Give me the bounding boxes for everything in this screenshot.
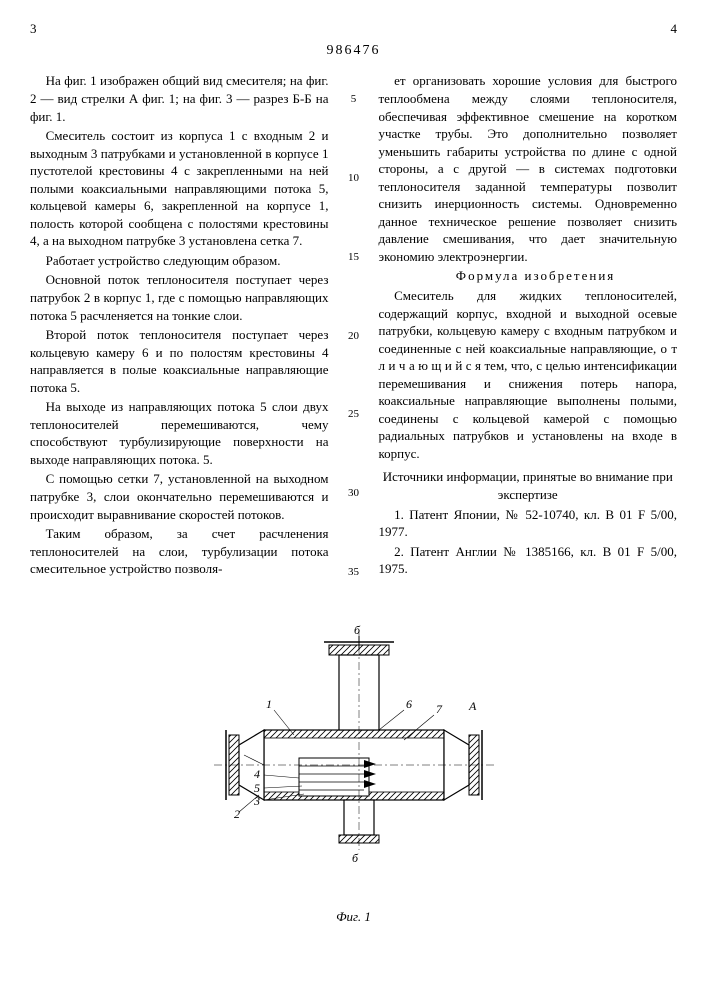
line-num: 15: [345, 250, 363, 265]
para: На фиг. 1 изображен общий вид смесителя;…: [30, 72, 329, 125]
source-item: 2. Патент Англии № 1385166, кл. B 01 F 5…: [379, 543, 678, 578]
line-num: 30: [345, 486, 363, 501]
callout: 6: [406, 697, 412, 711]
page-number-row: 3 4: [30, 20, 677, 38]
line-num: 20: [345, 329, 363, 344]
sources-block: Источники информации, принятые во вниман…: [379, 468, 678, 577]
para: Основной поток теплоносителя поступает ч…: [30, 271, 329, 324]
callout: 5: [254, 781, 260, 795]
left-column: На фиг. 1 изображен общий вид смесителя;…: [30, 72, 329, 579]
callout: 3: [253, 794, 260, 808]
line-num: 10: [345, 171, 363, 186]
line-num: 35: [345, 565, 363, 580]
para: Работает устройство следующим образом.: [30, 252, 329, 270]
page-right: 4: [671, 20, 678, 38]
line-num: 25: [345, 407, 363, 422]
callout: 4: [254, 767, 260, 781]
sources-title: Источники информации, принятые во вниман…: [379, 468, 678, 503]
para: Второй поток теплоносителя поступает чер…: [30, 326, 329, 396]
para: С помощью сетки 7, установленной на выхо…: [30, 470, 329, 523]
right-column: ет организовать хорошие условия для быст…: [379, 72, 678, 579]
para: На выходе из направляющих потока 5 слои …: [30, 398, 329, 468]
figure-area: б б 1 2 4 5 3 6 7 А Фиг. 1: [30, 600, 677, 926]
para: Смеситель для жидких теплоносителей, сод…: [379, 287, 678, 462]
figure-label: Фиг. 1: [30, 908, 677, 926]
para: Таким образом, за счет расчленения тепло…: [30, 525, 329, 578]
formula-title: Формула изобретения: [379, 267, 678, 285]
line-num: 5: [345, 92, 363, 107]
page-left: 3: [30, 20, 37, 38]
source-item: 1. Патент Японии, № 52-10740, кл. B 01 F…: [379, 506, 678, 541]
patent-number: 986476: [30, 42, 677, 61]
para: Смеситель состоит из корпуса 1 с входным…: [30, 127, 329, 250]
section-mark: б: [354, 623, 361, 637]
callout: 7: [436, 702, 443, 716]
arrow-label: А: [468, 699, 477, 713]
para: ет организовать хорошие условия для быст…: [379, 72, 678, 265]
figure-svg: б б 1 2 4 5 3 6 7 А: [204, 600, 504, 900]
text-columns: На фиг. 1 изображен общий вид смесителя;…: [30, 72, 677, 579]
section-mark: б: [352, 851, 359, 865]
callout: 2: [234, 807, 240, 821]
callout: 1: [266, 697, 272, 711]
line-number-gutter: 5 10 15 20 25 30 35: [345, 72, 363, 579]
